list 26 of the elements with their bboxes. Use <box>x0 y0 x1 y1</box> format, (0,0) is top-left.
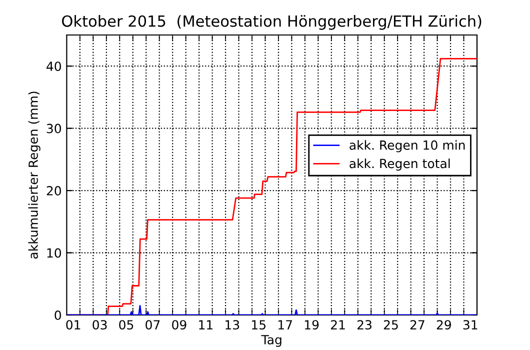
x-tick-label: 31 <box>463 320 478 330</box>
x-tick-label: 11 <box>199 320 212 330</box>
chart-title: Oktober 2015 (Meteostation Hönggerberg/ETH Zürich) <box>62 15 482 30</box>
y-axis-title: akkumulierter Regen (mm) <box>28 92 40 259</box>
x-tick-label: 25 <box>384 320 398 330</box>
x-tick-label: 05 <box>119 320 134 330</box>
x-tick-label: 09 <box>172 320 186 330</box>
y-tick-label: 0 <box>54 310 62 320</box>
x-tick-label: 21 <box>330 320 345 330</box>
x-tick-label: 29 <box>436 320 451 330</box>
x-tick-label: 19 <box>304 320 319 330</box>
x-tick-label: 13 <box>226 320 240 330</box>
x-tick-label: 27 <box>410 320 424 330</box>
y-tick-label: 30 <box>46 124 62 134</box>
x-tick-label: 01 <box>66 320 80 330</box>
x-tick-label: 17 <box>278 320 292 330</box>
x-tick-label: 15 <box>252 320 266 330</box>
y-tick-label: 20 <box>46 186 62 196</box>
x-tick-label: 23 <box>357 320 372 330</box>
y-tick-label: 10 <box>47 248 62 258</box>
x-tick-label: 07 <box>146 320 160 330</box>
legend-label: akk. Regen 10 min <box>350 140 465 152</box>
legend-label: akk. Regen total <box>350 158 450 171</box>
x-axis-title: Tag <box>261 335 282 347</box>
y-tick-label: 40 <box>46 62 62 72</box>
x-tick-label: 03 <box>92 320 107 330</box>
